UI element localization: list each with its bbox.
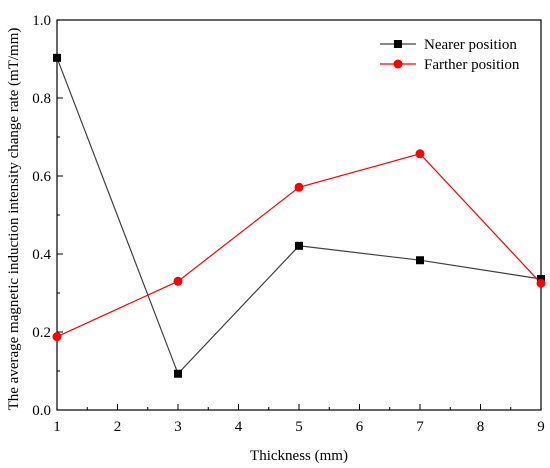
data-point (52, 332, 62, 342)
y-tick-label: 0.4 (32, 247, 51, 263)
data-point (53, 53, 61, 62)
series-line (56, 57, 542, 375)
legend: Nearer position Farther position (380, 37, 520, 73)
data-point (294, 182, 304, 192)
series-points-farther (52, 149, 546, 342)
x-tick-label: 2 (114, 419, 122, 435)
series-layer (52, 53, 546, 378)
y-tick-label: 0.8 (32, 91, 51, 107)
legend-label: Nearer position (424, 37, 517, 53)
data-point (174, 369, 182, 378)
legend-label: Farther position (424, 57, 520, 73)
plot-area (56, 19, 542, 411)
y-tick-label: 1.0 (32, 13, 51, 29)
x-tick-label: 9 (537, 419, 545, 435)
plot-frame (56, 19, 542, 411)
y-tick-label: 0.6 (32, 169, 51, 185)
data-point (416, 256, 424, 265)
x-tick-label: 5 (295, 419, 303, 435)
y-axis-label: The average magnetic induction intensity… (6, 28, 22, 411)
legend-marker (393, 59, 403, 69)
x-tick-label: 1 (53, 419, 61, 435)
x-tick-label: 7 (416, 419, 424, 435)
x-axis-ticks: 1 2 3 4 5 6 7 8 9 (53, 404, 545, 435)
x-tick-label: 3 (174, 419, 182, 435)
data-point (415, 149, 425, 159)
x-axis-label: Thickness (mm) (250, 448, 348, 464)
data-point (536, 278, 546, 288)
y-tick-label: 0.2 (32, 325, 51, 341)
data-point (173, 276, 183, 286)
series-points-nearer (53, 53, 545, 378)
series-nearer (56, 57, 542, 375)
data-point (295, 241, 303, 250)
x-tick-label: 6 (356, 419, 364, 435)
legend-marker (394, 40, 402, 48)
x-tick-label: 8 (477, 419, 485, 435)
x-tick-label: 4 (235, 419, 243, 435)
y-tick-label: 0.0 (32, 403, 51, 419)
y-axis-ticks: 0.0 0.2 0.4 0.6 0.8 1.0 (32, 13, 63, 419)
